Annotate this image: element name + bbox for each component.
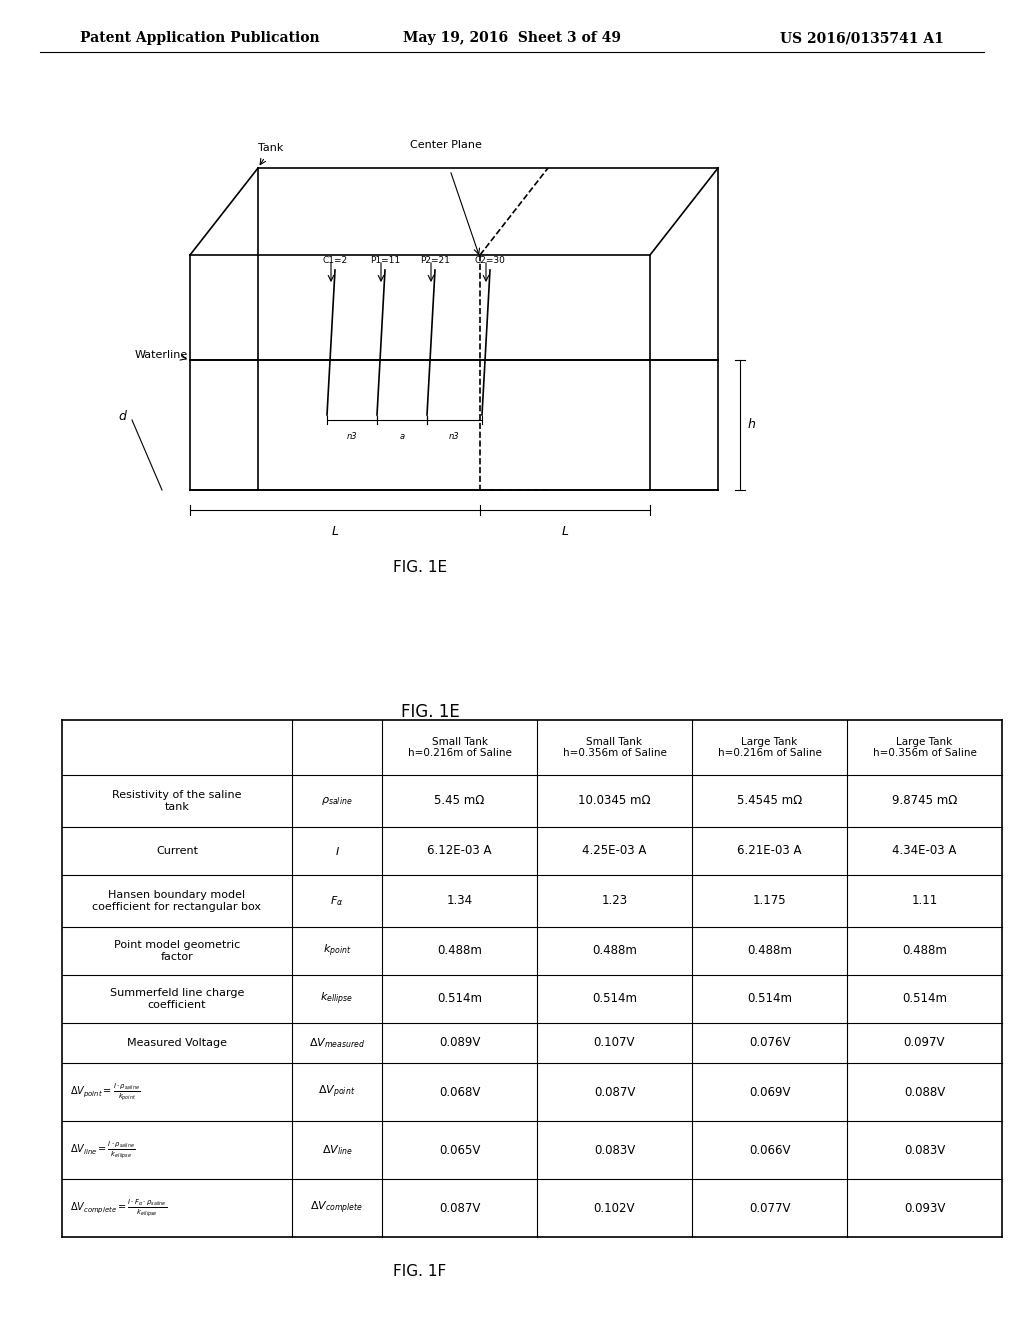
Text: 0.488m: 0.488m [592,945,637,957]
Text: Hansen boundary model
coefficient for rectangular box: Hansen boundary model coefficient for re… [92,890,261,912]
Text: Summerfeld line charge
coefficient: Summerfeld line charge coefficient [110,989,244,1010]
Text: 0.488m: 0.488m [902,945,947,957]
Text: $\Delta V_{point}$: $\Delta V_{point}$ [318,1084,355,1100]
Text: Waterline: Waterline [135,350,188,360]
Text: Large Tank
h=0.216m of Saline: Large Tank h=0.216m of Saline [718,737,821,758]
Text: 0.488m: 0.488m [748,945,792,957]
Text: 0.514m: 0.514m [746,993,792,1006]
Text: 4.25E-03 A: 4.25E-03 A [583,845,647,858]
Text: d: d [118,411,126,422]
Text: 0.076V: 0.076V [749,1036,791,1049]
Text: C2=30: C2=30 [474,256,506,265]
Text: 5.4545 mΩ: 5.4545 mΩ [737,795,802,808]
Text: 0.514m: 0.514m [902,993,947,1006]
Text: $k_{ellipse}$: $k_{ellipse}$ [321,991,353,1007]
Text: 10.0345 mΩ: 10.0345 mΩ [579,795,651,808]
Text: 0.488m: 0.488m [437,945,482,957]
Text: $\Delta V_{line} = \frac{I \cdot \rho_{saline}}{k_{ellipse}}$: $\Delta V_{line} = \frac{I \cdot \rho_{s… [70,1139,135,1162]
Text: $\rho_{saline}$: $\rho_{saline}$ [322,795,353,807]
Text: 1.175: 1.175 [753,895,786,908]
Text: Center Plane: Center Plane [410,140,482,150]
Text: 1.23: 1.23 [601,895,628,908]
Text: 0.107V: 0.107V [594,1036,635,1049]
Text: 0.097V: 0.097V [904,1036,945,1049]
Text: 0.066V: 0.066V [749,1143,791,1156]
Text: May 19, 2016  Sheet 3 of 49: May 19, 2016 Sheet 3 of 49 [403,30,621,45]
Text: 4.34E-03 A: 4.34E-03 A [892,845,956,858]
Text: Large Tank
h=0.356m of Saline: Large Tank h=0.356m of Saline [872,737,977,758]
Text: Resistivity of the saline
tank: Resistivity of the saline tank [113,791,242,812]
Text: Small Tank
h=0.216m of Saline: Small Tank h=0.216m of Saline [408,737,511,758]
Text: $k_{point}$: $k_{point}$ [323,942,351,960]
Text: 5.45 mΩ: 5.45 mΩ [434,795,484,808]
Text: P2=21: P2=21 [420,256,450,265]
Text: 0.069V: 0.069V [749,1085,791,1098]
Text: L: L [561,525,568,539]
Text: 6.21E-03 A: 6.21E-03 A [737,845,802,858]
Text: P1=11: P1=11 [370,256,400,265]
Text: 1.34: 1.34 [446,895,472,908]
Text: 0.514m: 0.514m [437,993,482,1006]
Text: Patent Application Publication: Patent Application Publication [80,30,319,45]
Text: 0.083V: 0.083V [904,1143,945,1156]
Text: 0.077V: 0.077V [749,1201,791,1214]
Text: $\Delta V_{complete}$: $\Delta V_{complete}$ [310,1200,364,1216]
Text: 0.102V: 0.102V [594,1201,635,1214]
Text: FIG. 1E: FIG. 1E [400,704,460,721]
Text: 0.089V: 0.089V [439,1036,480,1049]
Text: 1.11: 1.11 [911,895,938,908]
Text: Point model geometric
factor: Point model geometric factor [114,940,240,962]
Text: 0.065V: 0.065V [439,1143,480,1156]
Text: C1=2: C1=2 [323,256,347,265]
Text: Current: Current [156,846,198,855]
Text: $\Delta V_{point} = \frac{I \cdot \rho_{saline}}{k_{point}}$: $\Delta V_{point} = \frac{I \cdot \rho_{… [70,1081,140,1104]
Text: 0.087V: 0.087V [594,1085,635,1098]
Text: 0.083V: 0.083V [594,1143,635,1156]
Text: 0.093V: 0.093V [904,1201,945,1214]
Text: Small Tank
h=0.356m of Saline: Small Tank h=0.356m of Saline [562,737,667,758]
Text: 0.514m: 0.514m [592,993,637,1006]
Text: FIG. 1F: FIG. 1F [393,1265,446,1279]
Text: h: h [748,418,756,432]
Text: $\Delta V_{complete} = \frac{I \cdot F_{\alpha} \cdot \rho_{saline}}{k_{ellipse}: $\Delta V_{complete} = \frac{I \cdot F_{… [70,1197,167,1218]
Text: Measured Voltage: Measured Voltage [127,1038,227,1048]
Text: a: a [399,432,404,441]
Text: 0.088V: 0.088V [904,1085,945,1098]
Text: 0.087V: 0.087V [439,1201,480,1214]
Text: $I$: $I$ [335,845,340,857]
Text: FIG. 1E: FIG. 1E [393,561,447,576]
Text: 0.068V: 0.068V [439,1085,480,1098]
Text: $\Delta V_{line}$: $\Delta V_{line}$ [322,1143,352,1156]
Text: Tank: Tank [258,143,284,153]
Text: n3: n3 [449,432,460,441]
Text: 6.12E-03 A: 6.12E-03 A [427,845,492,858]
Text: 9.8745 mΩ: 9.8745 mΩ [892,795,957,808]
Text: n3: n3 [347,432,357,441]
Text: $F_{\alpha}$: $F_{\alpha}$ [331,894,344,908]
Text: $\Delta V_{measured}$: $\Delta V_{measured}$ [309,1036,366,1049]
Text: L: L [332,525,339,539]
Text: US 2016/0135741 A1: US 2016/0135741 A1 [780,30,944,45]
